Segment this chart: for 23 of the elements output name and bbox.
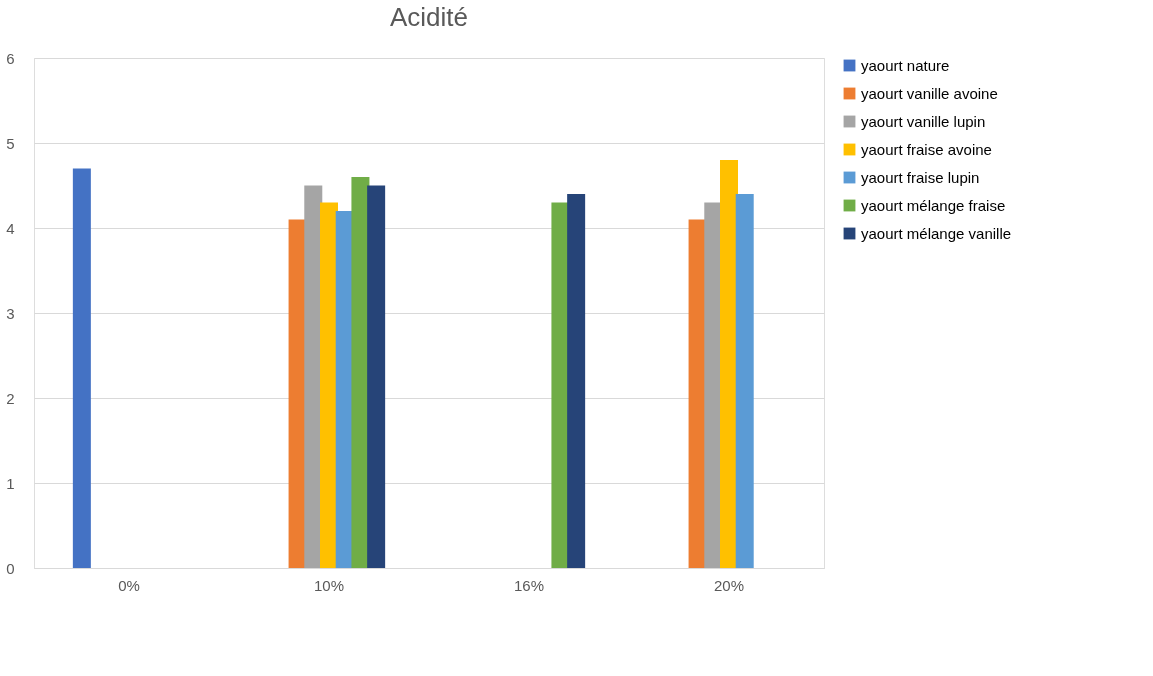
y-tick-label: 1	[6, 474, 15, 492]
legend-label: yaourt vanille lupin	[861, 112, 986, 130]
legend-label: yaourt mélange fraise	[861, 196, 1006, 214]
legend-label: yaourt vanille avoine	[861, 84, 998, 102]
bar	[367, 185, 386, 568]
bar	[567, 194, 586, 568]
bar	[72, 168, 91, 568]
y-tick-label: 2	[6, 389, 15, 407]
x-tick-label: 16%	[513, 576, 545, 594]
y-tick-label: 4	[6, 219, 15, 237]
legend-label: yaourt nature	[861, 56, 950, 74]
x-tick-label: 0%	[118, 576, 140, 594]
legend-label: yaourt fraise lupin	[861, 168, 980, 186]
legend-label: yaourt mélange vanille	[861, 224, 1012, 242]
y-tick-label: 0	[6, 559, 15, 577]
y-tick-label: 5	[6, 134, 15, 152]
x-tick-label: 20%	[713, 576, 745, 594]
legend-label: yaourt fraise avoine	[861, 140, 992, 158]
bar	[735, 194, 754, 568]
chart-title: Acidité	[389, 2, 469, 32]
x-tick-label: 10%	[313, 576, 345, 594]
y-tick-label: 3	[6, 304, 15, 322]
y-tick-label: 6	[6, 49, 15, 67]
